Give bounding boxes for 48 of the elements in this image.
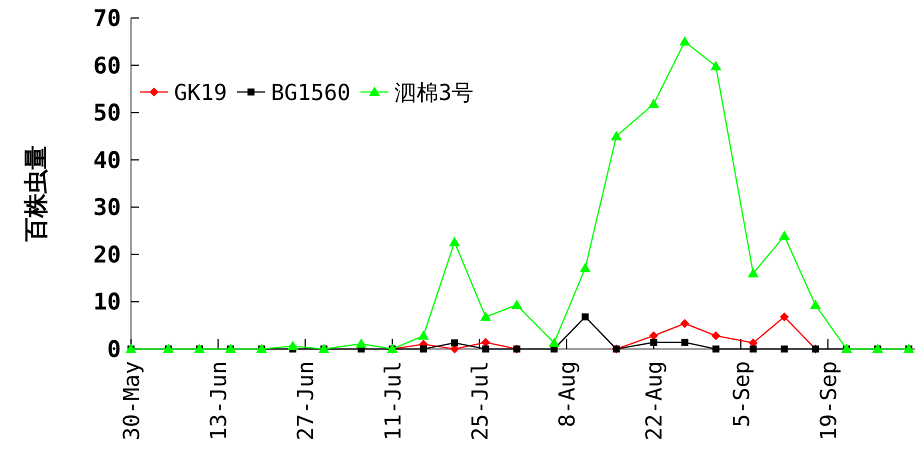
y-tick-label: 20 bbox=[93, 242, 121, 268]
x-tick-label: 30-May bbox=[120, 361, 145, 440]
point bbox=[356, 338, 367, 348]
point bbox=[780, 312, 789, 322]
point bbox=[582, 313, 589, 320]
point bbox=[711, 331, 720, 340]
x-tick-label: 25-Jul bbox=[468, 361, 494, 440]
x-tick-label: 8-Aug bbox=[556, 361, 581, 428]
point bbox=[449, 236, 460, 246]
point bbox=[287, 340, 298, 350]
x-tick-label: 11-Jul bbox=[381, 361, 406, 440]
y-tick-label: 30 bbox=[93, 195, 121, 222]
x-tick-label: 27-Jun bbox=[294, 361, 320, 440]
legend-label: 泗棉3号 bbox=[394, 81, 474, 106]
point bbox=[650, 338, 658, 346]
y-tick-label: 60 bbox=[93, 53, 121, 80]
point bbox=[750, 346, 757, 352]
point bbox=[648, 98, 660, 108]
point bbox=[480, 311, 492, 321]
point bbox=[778, 230, 790, 240]
x-tick-label: 22-Aug bbox=[642, 361, 668, 440]
point bbox=[610, 130, 622, 140]
point bbox=[548, 337, 560, 347]
point bbox=[511, 300, 522, 310]
y-tick-label: 40 bbox=[93, 148, 121, 174]
point bbox=[681, 338, 688, 346]
y-tick-label: 50 bbox=[93, 100, 121, 127]
legend-label: GK19 bbox=[174, 81, 227, 106]
x-tick-label: 13-Jun bbox=[207, 361, 232, 440]
point bbox=[580, 262, 591, 272]
point bbox=[680, 318, 690, 328]
point bbox=[420, 346, 427, 352]
y-tick-label: 70 bbox=[93, 6, 121, 32]
y-axis-title: 百株虫量 bbox=[22, 146, 50, 242]
x-tick-label: 5-Sep bbox=[730, 361, 755, 428]
point bbox=[451, 339, 458, 346]
y-tick-label: 0 bbox=[107, 337, 121, 363]
point bbox=[710, 60, 722, 70]
x-tick-label: 19-Sep bbox=[816, 361, 842, 440]
point bbox=[748, 268, 759, 278]
point bbox=[780, 346, 788, 352]
point bbox=[482, 346, 490, 352]
legend-label: BG1560 bbox=[270, 81, 350, 106]
point bbox=[712, 346, 720, 352]
y-tick-label: 10 bbox=[93, 290, 121, 316]
point bbox=[810, 300, 821, 310]
point bbox=[679, 36, 690, 46]
point bbox=[418, 330, 429, 340]
